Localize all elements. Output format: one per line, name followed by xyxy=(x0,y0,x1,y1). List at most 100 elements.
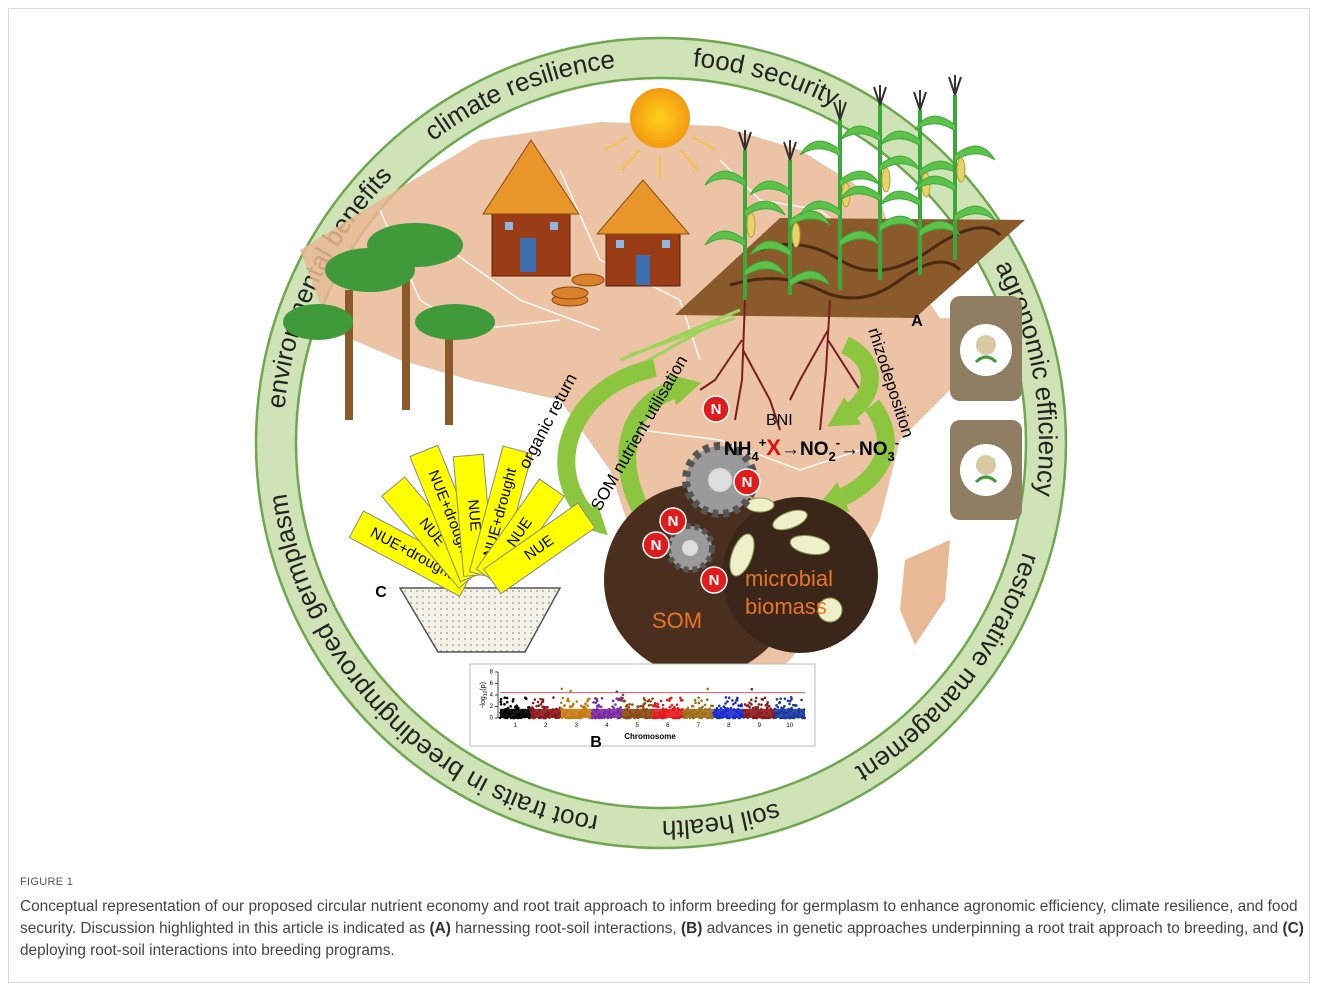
y-axis-label-part: -log xyxy=(480,696,487,708)
snp-point xyxy=(777,706,780,709)
bowl xyxy=(400,588,560,652)
y-axis-label-part: (p) xyxy=(480,682,487,691)
snp-point xyxy=(499,700,502,703)
snp-point xyxy=(662,704,665,707)
snp-point xyxy=(760,703,763,706)
leaf xyxy=(880,191,920,206)
snp-point xyxy=(539,698,542,701)
snp-point xyxy=(792,704,795,707)
snp-point xyxy=(500,698,503,701)
panel-label: B xyxy=(590,734,602,751)
n-marker-label: N xyxy=(668,513,679,530)
formula: NH4+X→NO2-→NO3- xyxy=(724,435,899,464)
snp-band xyxy=(744,709,775,718)
snp-point xyxy=(619,706,622,709)
snp-point xyxy=(669,706,672,709)
snp-band xyxy=(561,709,592,718)
snp-point xyxy=(776,698,779,701)
snp-band xyxy=(592,709,623,718)
snp-point xyxy=(794,704,797,707)
snp-point xyxy=(766,701,769,704)
snp-point xyxy=(732,703,735,706)
snp-point xyxy=(642,703,645,706)
snp-point xyxy=(612,700,615,703)
cob xyxy=(747,213,755,237)
panel-label: A xyxy=(911,313,923,330)
n-marker-label: N xyxy=(651,537,662,554)
snp-band xyxy=(531,709,562,718)
snp-point xyxy=(532,702,535,705)
madagascar xyxy=(900,540,950,645)
caption-run: harnessing root-soil interactions, xyxy=(451,920,681,937)
soil-label: biomass xyxy=(745,594,827,619)
snp-point xyxy=(535,705,538,708)
snp-point xyxy=(755,697,758,700)
snp-band xyxy=(653,709,684,718)
snp-band xyxy=(622,709,653,718)
snp-point xyxy=(584,702,587,705)
formula-part: 4 xyxy=(751,449,759,464)
snp-point xyxy=(563,704,566,707)
snp-point xyxy=(517,707,520,710)
snp-point xyxy=(787,700,790,703)
snp-point xyxy=(596,698,599,701)
snp-point xyxy=(587,698,590,701)
snp-point xyxy=(503,703,506,706)
snp-point xyxy=(596,705,599,708)
snp-point xyxy=(560,702,563,705)
snp-point xyxy=(779,697,782,700)
snp-point xyxy=(586,704,589,707)
snp-point xyxy=(765,704,768,707)
snp-point xyxy=(538,704,541,707)
formula-part: → xyxy=(840,439,859,460)
snp-point xyxy=(736,697,739,700)
formula-part: - xyxy=(895,435,899,450)
snp-point xyxy=(527,706,530,709)
snp-point xyxy=(552,696,555,699)
snp-point xyxy=(737,704,740,707)
snp-point xyxy=(701,706,704,709)
snp-point xyxy=(621,699,624,702)
snp-point xyxy=(506,701,509,704)
cob xyxy=(792,223,800,247)
snp-band xyxy=(500,709,531,718)
snp-point xyxy=(503,696,506,699)
snp-band xyxy=(714,709,745,718)
sun xyxy=(630,88,690,148)
n-marker-label: N xyxy=(711,401,722,418)
caption-run: (A) xyxy=(429,920,450,937)
snp-point xyxy=(541,701,544,704)
snp-point xyxy=(560,687,563,690)
snp-point xyxy=(726,700,729,703)
snp-point xyxy=(561,697,564,700)
snp-point xyxy=(512,700,515,703)
tassel xyxy=(914,90,926,110)
snp-point xyxy=(680,699,683,702)
snp-point xyxy=(790,696,793,699)
caption-run: (C) xyxy=(1282,920,1303,937)
snp-point xyxy=(644,699,647,702)
snp-point xyxy=(750,688,753,691)
tag-label: NUE xyxy=(464,499,484,532)
cob xyxy=(957,158,965,182)
snp-point xyxy=(800,699,803,702)
snp-point xyxy=(569,705,572,708)
snp-point xyxy=(618,698,621,701)
snp-point xyxy=(575,700,578,703)
snp-point xyxy=(545,706,548,709)
snp-point xyxy=(778,702,781,705)
snp-point xyxy=(704,704,707,707)
snp-point xyxy=(691,705,694,708)
snp-point xyxy=(694,701,697,704)
snp-point xyxy=(750,703,753,706)
snp-point xyxy=(631,703,634,706)
snp-point xyxy=(718,704,721,707)
snp-point xyxy=(694,699,697,702)
snp-point xyxy=(764,697,767,700)
snp-point xyxy=(706,698,709,701)
snp-point xyxy=(666,699,669,702)
snp-point xyxy=(626,704,629,707)
snp-point xyxy=(651,697,654,700)
snp-point xyxy=(697,696,700,699)
snp-point xyxy=(524,696,527,699)
